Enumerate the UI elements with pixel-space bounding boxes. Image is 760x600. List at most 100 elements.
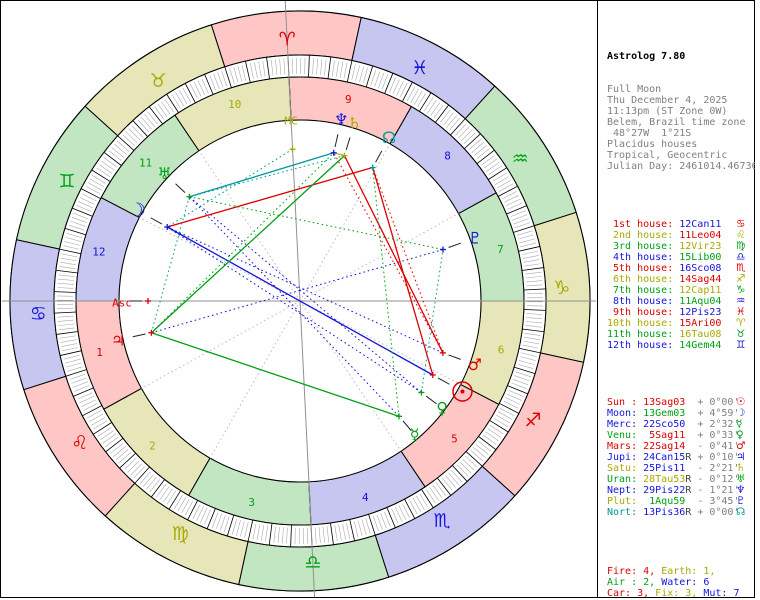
- chart-info-text: 11:13pm (ST Zone 0W): [607, 106, 728, 117]
- degree-tick: [58, 327, 75, 331]
- sign-icon: ♌: [736, 229, 746, 241]
- sign-icon: ♉: [736, 328, 746, 340]
- degree-tick: [58, 274, 75, 277]
- degree-tick: [449, 117, 461, 131]
- degree-tick: [486, 162, 500, 172]
- house-label: 3rd house:: [607, 241, 680, 252]
- aspect-line: [333, 152, 444, 354]
- house-cusp-value: 12Cap11: [679, 285, 722, 296]
- planet-pointer: [425, 395, 437, 405]
- degree-tick: [200, 507, 208, 523]
- degree-tick-major: [224, 66, 232, 88]
- degree-tick: [67, 366, 83, 372]
- sign-icon: ♓: [736, 306, 746, 318]
- degree-tick: [448, 472, 460, 486]
- retrograde-flag: R: [685, 452, 692, 463]
- house-cusp-spoke: [299, 300, 402, 452]
- house-number: 10: [228, 98, 241, 111]
- degree-tick: [499, 407, 515, 417]
- degree-tick-major: [489, 419, 509, 433]
- degree-tick: [103, 157, 117, 168]
- degree-tick: [525, 276, 542, 279]
- mercury-icon: ☿: [410, 425, 420, 444]
- planet-velocity: - 3°45': [691, 496, 740, 507]
- degree-tick: [131, 125, 144, 138]
- chart-info-text: Thu December 4, 2025: [607, 95, 728, 106]
- sign-glyph-pisces: ♓: [411, 57, 428, 79]
- degree-tick: [102, 433, 117, 444]
- degree-tick-major: [54, 311, 77, 314]
- planet-pointer: [345, 137, 351, 151]
- degree-tick: [65, 358, 81, 364]
- stat-segment: Water: 6: [661, 577, 710, 588]
- degree-tick: [460, 129, 473, 142]
- degree-tick-major: [72, 207, 93, 217]
- aspect-line: [166, 148, 293, 228]
- degree-tick: [71, 216, 88, 223]
- degree-tick: [105, 436, 119, 447]
- aspect-line: [151, 249, 444, 334]
- chart-info-text: 48°27W 1°21S: [607, 128, 692, 139]
- degree-tick-major: [521, 267, 544, 271]
- degree-tick: [64, 241, 80, 246]
- degree-tick: [445, 475, 456, 488]
- degree-tick-major: [437, 477, 452, 496]
- degree-tick: [514, 222, 531, 229]
- degree-tick-major: [54, 291, 77, 293]
- sign-glyph-gemini: ♊: [58, 170, 75, 192]
- aspect-line: [189, 152, 334, 198]
- house-number: 6: [498, 344, 505, 357]
- degree-tick: [526, 292, 543, 295]
- degree-tick: [433, 104, 444, 118]
- sun-icon: [460, 389, 465, 394]
- degree-tick: [355, 65, 360, 81]
- chart-info-text: Full Moon: [607, 84, 662, 95]
- degree-tick: [108, 150, 122, 161]
- planet-icon: ♄: [736, 462, 746, 474]
- degree-tick: [483, 434, 497, 445]
- degree-tick: [489, 424, 504, 435]
- degree-tick: [412, 497, 422, 512]
- planet-label: Sun :: [607, 397, 644, 408]
- house-number: 12: [92, 245, 105, 258]
- degree-tick-major: [465, 451, 483, 467]
- planet-icon: ♂: [736, 440, 746, 452]
- degree-tick: [146, 476, 157, 490]
- planet-position-value: 13Pis36: [643, 507, 686, 518]
- house-label: 12th house:: [607, 340, 680, 351]
- degree-tick: [256, 524, 261, 541]
- spacer: [607, 194, 755, 197]
- planet-position-value: 22Sco50: [643, 419, 686, 430]
- house-cusp-value: 15Lib00: [679, 252, 722, 263]
- planet-row: Venu: 5Sag11 + 0°33' ♀: [607, 430, 755, 442]
- degree-tick: [376, 514, 383, 530]
- planet-label: Satu:: [607, 463, 644, 474]
- planet-icon: ♅: [736, 473, 746, 485]
- degree-tick: [526, 313, 543, 315]
- degree-tick: [392, 79, 400, 95]
- house-label: 6th house:: [607, 274, 680, 285]
- aspect-line: [189, 196, 400, 417]
- house-row: 3rd house: 12Vir23 ♍: [607, 241, 755, 253]
- planet-position-value: 5Sag11: [643, 430, 686, 441]
- planet-row: Nort: 13Pis36R + 0°00' ☊: [607, 507, 755, 519]
- venus-icon: ♀: [436, 399, 448, 418]
- degree-tick: [193, 82, 202, 97]
- degree-tick: [130, 463, 143, 476]
- degree-tick: [101, 160, 115, 171]
- house-label: 11th house:: [607, 329, 680, 340]
- degree-tick: [474, 145, 487, 156]
- house-cusp-list: 1st house: 12Can11 ♋ 2nd house: 11Leo04 ♌ …: [607, 219, 755, 352]
- degree-tick: [505, 198, 521, 206]
- house-number: 5: [451, 432, 458, 445]
- degree-tick-major: [499, 402, 520, 414]
- degree-tick-major: [59, 248, 82, 255]
- house-label: 1st house:: [607, 219, 680, 230]
- degree-tick: [114, 143, 127, 155]
- degree-tick-major: [204, 74, 214, 95]
- sign-glyph-aries: ♈: [279, 28, 296, 50]
- planet-icon: ☿: [736, 418, 743, 430]
- degree-tick: [522, 344, 539, 349]
- degree-tick: [365, 518, 371, 534]
